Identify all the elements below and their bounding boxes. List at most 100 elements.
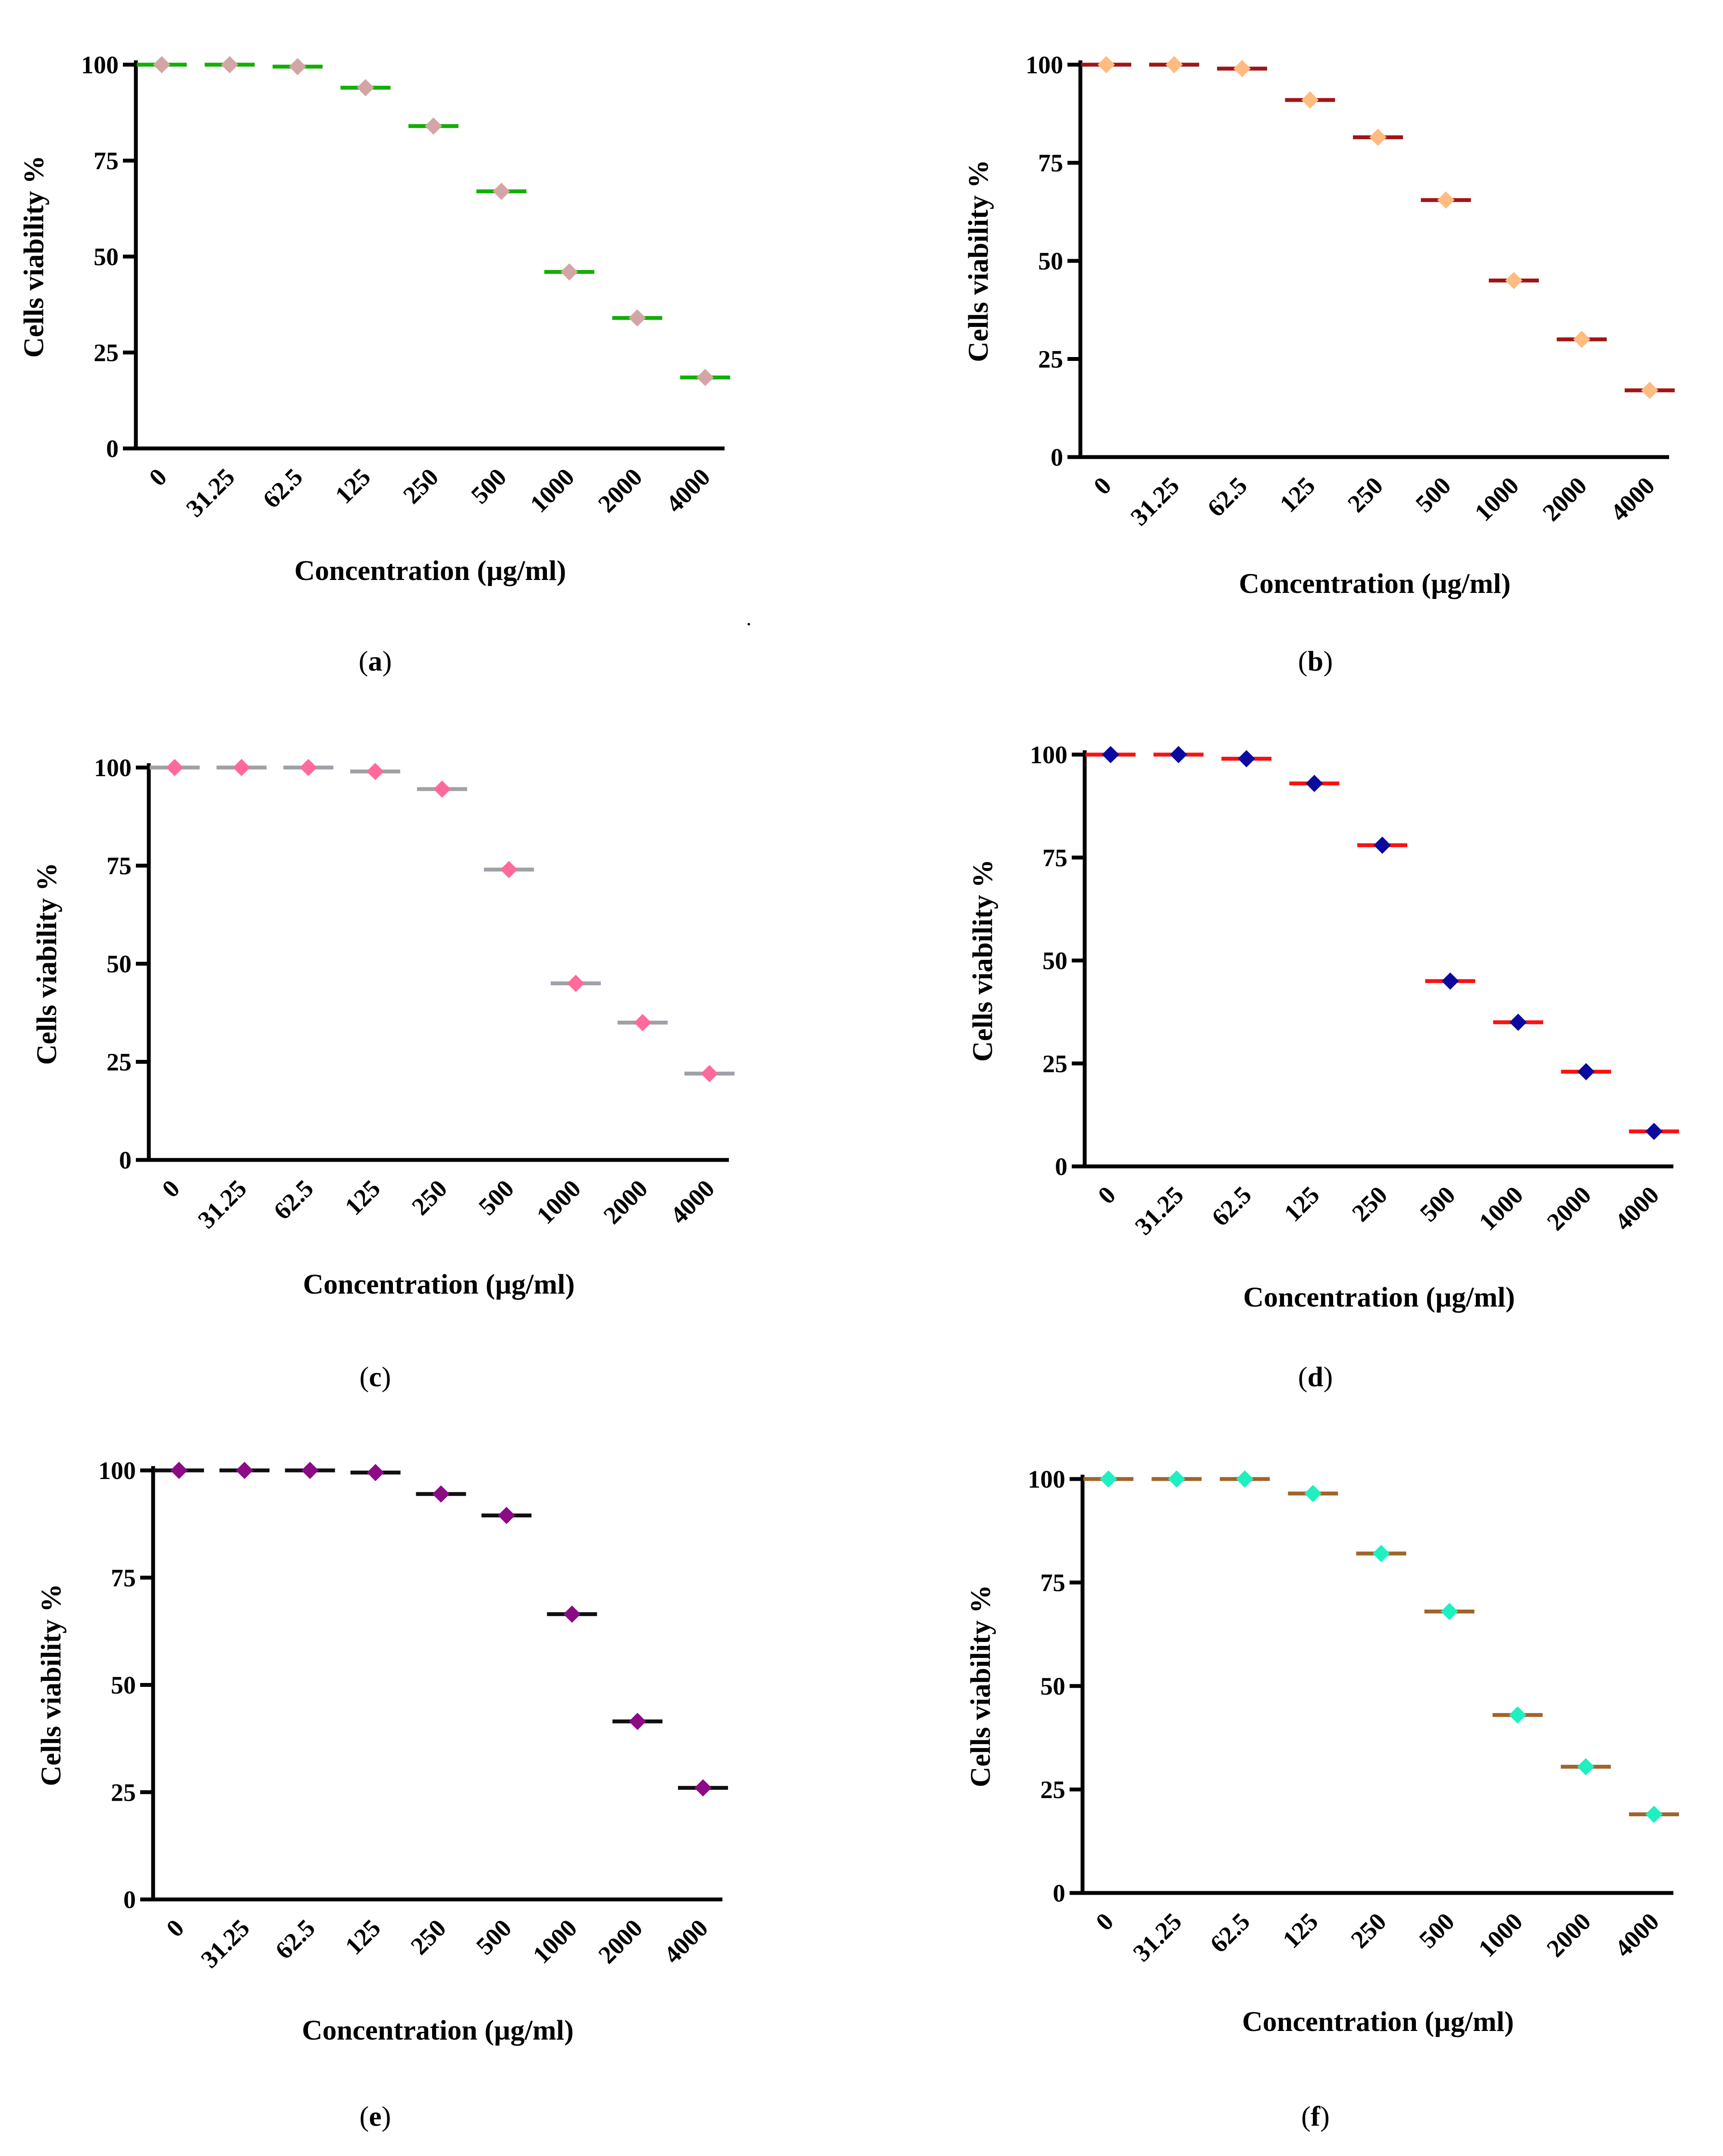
data-point-marker (166, 759, 183, 776)
panel-caption: (c) (359, 1361, 391, 1393)
x-tick-label: 4000 (1609, 1907, 1664, 1962)
data-point-marker (1577, 1758, 1594, 1776)
x-tick-label: 31.25 (1129, 1181, 1189, 1240)
y-tick-label: 0 (1055, 1153, 1067, 1181)
x-tick-label: 31.25 (180, 463, 240, 522)
x-tick-label: 31.25 (195, 1914, 255, 1973)
y-tick-label: 25 (94, 339, 119, 367)
data-point-marker (1236, 1470, 1254, 1488)
data-point-marker (563, 1605, 581, 1623)
x-tick-label: 2000 (593, 1914, 648, 1969)
data-point-marker (701, 1065, 718, 1082)
y-tick-label: 75 (111, 1564, 136, 1592)
y-tick-label: 75 (1040, 1569, 1065, 1597)
data-point-marker (170, 1462, 188, 1479)
x-tick-label: 4000 (658, 1914, 713, 1969)
panel-caption: (f) (1301, 2101, 1330, 2132)
data-point-marker (221, 56, 239, 73)
y-tick-label: 50 (111, 1671, 136, 1699)
x-tick-label: 31.25 (1127, 1907, 1187, 1967)
data-point-marker (493, 182, 510, 200)
data-point-marker (1441, 1603, 1458, 1620)
y-tick-label: 50 (107, 950, 132, 978)
data-point-marker (432, 1485, 450, 1503)
data-point-marker (629, 1713, 647, 1730)
data-point-marker (697, 369, 714, 386)
y-axis-title: Cells viability % (18, 155, 50, 357)
y-tick-label: 100 (1026, 51, 1063, 79)
y-axis-title: Cells viability % (963, 160, 994, 362)
x-tick-label: 250 (1342, 471, 1388, 517)
x-tick-label: 62.5 (1205, 1907, 1255, 1958)
y-tick-label: 25 (1040, 1776, 1065, 1804)
x-tick-label: 62.5 (270, 1914, 320, 1965)
y-tick-label: 100 (1028, 1465, 1065, 1493)
x-tick-label: 62.5 (268, 1174, 319, 1225)
x-tick-label: 2000 (1541, 1907, 1596, 1962)
data-point-marker (1510, 1013, 1527, 1031)
x-tick-label: 500 (1413, 1907, 1459, 1953)
y-tick-label: 50 (1042, 947, 1067, 975)
data-point-marker (1102, 746, 1119, 763)
data-point-marker (1304, 1485, 1322, 1502)
data-point-marker (1233, 60, 1251, 78)
y-tick-label: 0 (123, 1886, 136, 1914)
data-point-marker (1100, 1470, 1117, 1488)
x-tick-label: 1000 (524, 463, 580, 518)
x-tick-label: 250 (398, 463, 444, 509)
x-tick-label: 125 (1278, 1181, 1324, 1227)
x-tick-label: 2000 (598, 1174, 653, 1229)
x-tick-label: 0 (1088, 471, 1117, 500)
x-tick-label: 0 (157, 1174, 185, 1203)
data-point-marker (500, 861, 518, 878)
x-tick-label: 0 (144, 463, 172, 491)
data-point-marker (694, 1779, 712, 1797)
x-tick-label: 250 (1346, 1181, 1393, 1227)
x-tick-label: 4000 (1605, 471, 1660, 526)
data-point-marker (634, 1014, 651, 1031)
data-point-marker (433, 780, 451, 798)
data-point-marker (357, 79, 374, 97)
data-point-marker (1645, 1805, 1663, 1823)
data-point-marker (628, 309, 646, 327)
panel-caption: (d) (1298, 1361, 1333, 1393)
x-tick-label: 125 (330, 463, 376, 509)
x-tick-label: 31.25 (192, 1174, 252, 1234)
data-point-marker (1645, 1122, 1663, 1140)
x-tick-label: 500 (1410, 471, 1456, 517)
data-point-marker (301, 1462, 319, 1479)
data-point-marker (1301, 91, 1319, 109)
y-tick-label: 75 (94, 147, 119, 175)
x-tick-label: 62.5 (1206, 1181, 1257, 1232)
x-tick-label: 250 (1345, 1907, 1391, 1953)
x-axis-title: Concentration (µg/ml) (1239, 568, 1510, 599)
y-tick-label: 25 (1042, 1050, 1067, 1078)
y-tick-label: 75 (1038, 149, 1063, 177)
y-tick-label: 0 (119, 1146, 132, 1174)
panel-caption: (e) (359, 2101, 391, 2132)
y-axis-title: Cells viability % (967, 859, 998, 1062)
x-tick-label: 125 (1277, 1907, 1323, 1953)
x-tick-label: 0 (1090, 1907, 1119, 1936)
x-tick-label: 2000 (593, 463, 648, 518)
x-axis-title: Concentration (µg/ml) (1243, 1282, 1515, 1313)
x-tick-label: 125 (1274, 471, 1320, 517)
x-tick-label: 31.25 (1125, 471, 1184, 531)
x-tick-label: 0 (1092, 1181, 1121, 1209)
x-tick-label: 4000 (660, 463, 716, 518)
data-point-marker (1374, 837, 1391, 854)
x-axis-title: Concentration (µg/ml) (302, 2015, 574, 2046)
data-point-marker (1168, 1470, 1186, 1488)
x-axis-title: Concentration (µg/ml) (1242, 2006, 1514, 2037)
y-tick-label: 100 (98, 1457, 136, 1485)
y-tick-label: 100 (1030, 741, 1067, 769)
x-tick-label: 62.5 (257, 463, 308, 514)
x-axis-title: Concentration (µg/ml) (294, 555, 566, 586)
stray-mark: . (746, 606, 752, 630)
data-point-marker (1577, 1063, 1595, 1081)
data-point-marker (1369, 128, 1387, 146)
